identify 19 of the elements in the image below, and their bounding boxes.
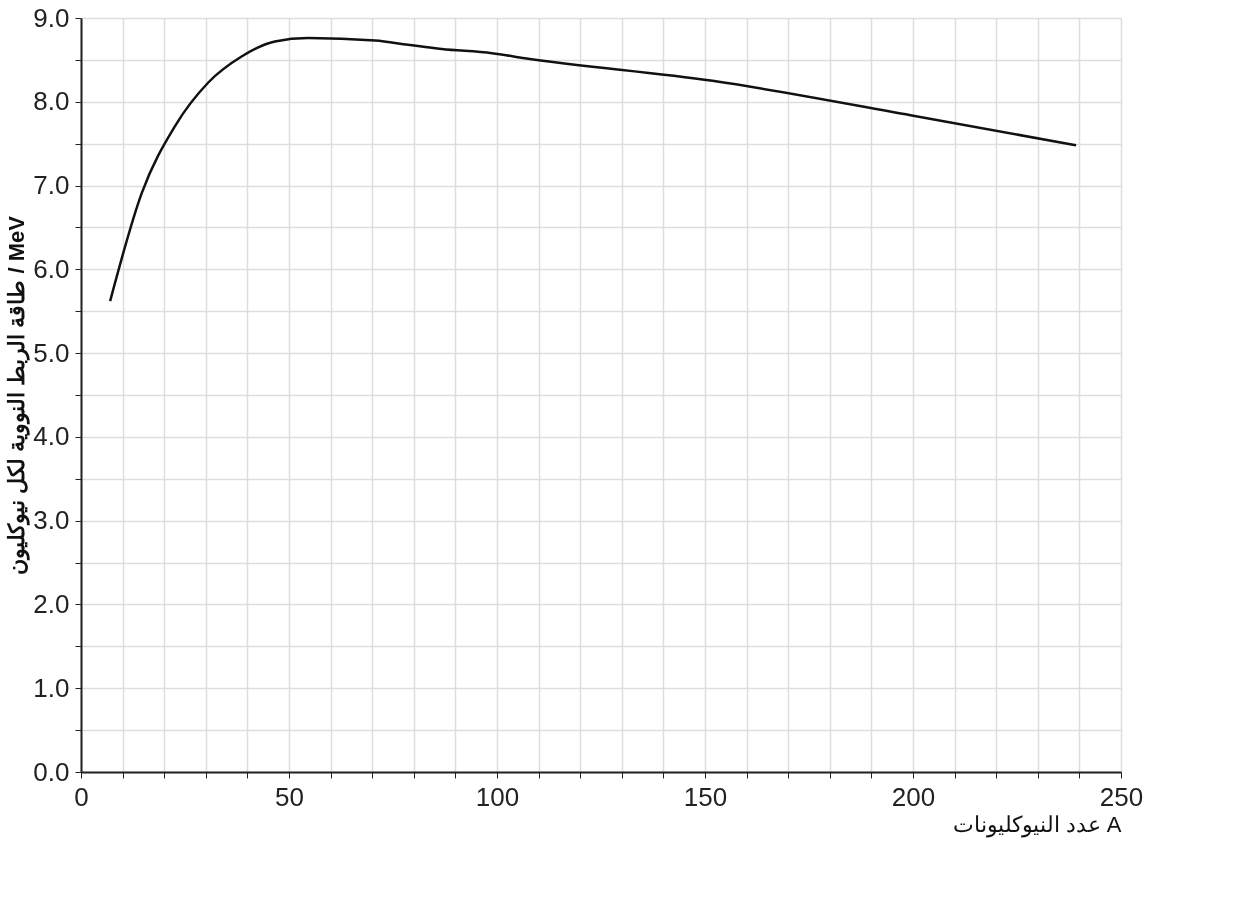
x-tick-label: 100 xyxy=(475,781,520,812)
y-tick-label: 1.0 xyxy=(33,672,70,703)
y-tick-label: 4.0 xyxy=(33,421,70,452)
y-tick-label: 7.0 xyxy=(33,170,70,201)
x-tick-label: 200 xyxy=(891,781,936,812)
y-tick-label: 8.0 xyxy=(33,86,70,117)
x-tick-label: 0 xyxy=(74,781,89,812)
x-tick-label: 50 xyxy=(275,781,304,812)
y-tick-label: 9.0 xyxy=(33,2,70,33)
y-axis-title: طاقة الربط النووية لكل نيوكليون / MeV xyxy=(4,215,31,576)
y-tick-label: 6.0 xyxy=(33,253,70,284)
x-tick-label: 150 xyxy=(683,781,728,812)
y-tick-label: 0.0 xyxy=(33,756,70,787)
y-tick-label: 2.0 xyxy=(33,588,70,619)
x-tick-label: 250 xyxy=(1099,781,1144,812)
y-tick-label: 5.0 xyxy=(33,337,70,368)
x-axis-title: عدد النيوكليونات A xyxy=(952,811,1122,838)
y-tick-label: 3.0 xyxy=(33,505,70,536)
line-series xyxy=(108,36,1078,303)
